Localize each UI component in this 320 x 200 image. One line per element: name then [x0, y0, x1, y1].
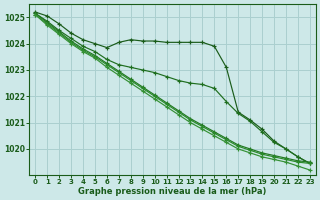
X-axis label: Graphe pression niveau de la mer (hPa): Graphe pression niveau de la mer (hPa) [78, 187, 267, 196]
